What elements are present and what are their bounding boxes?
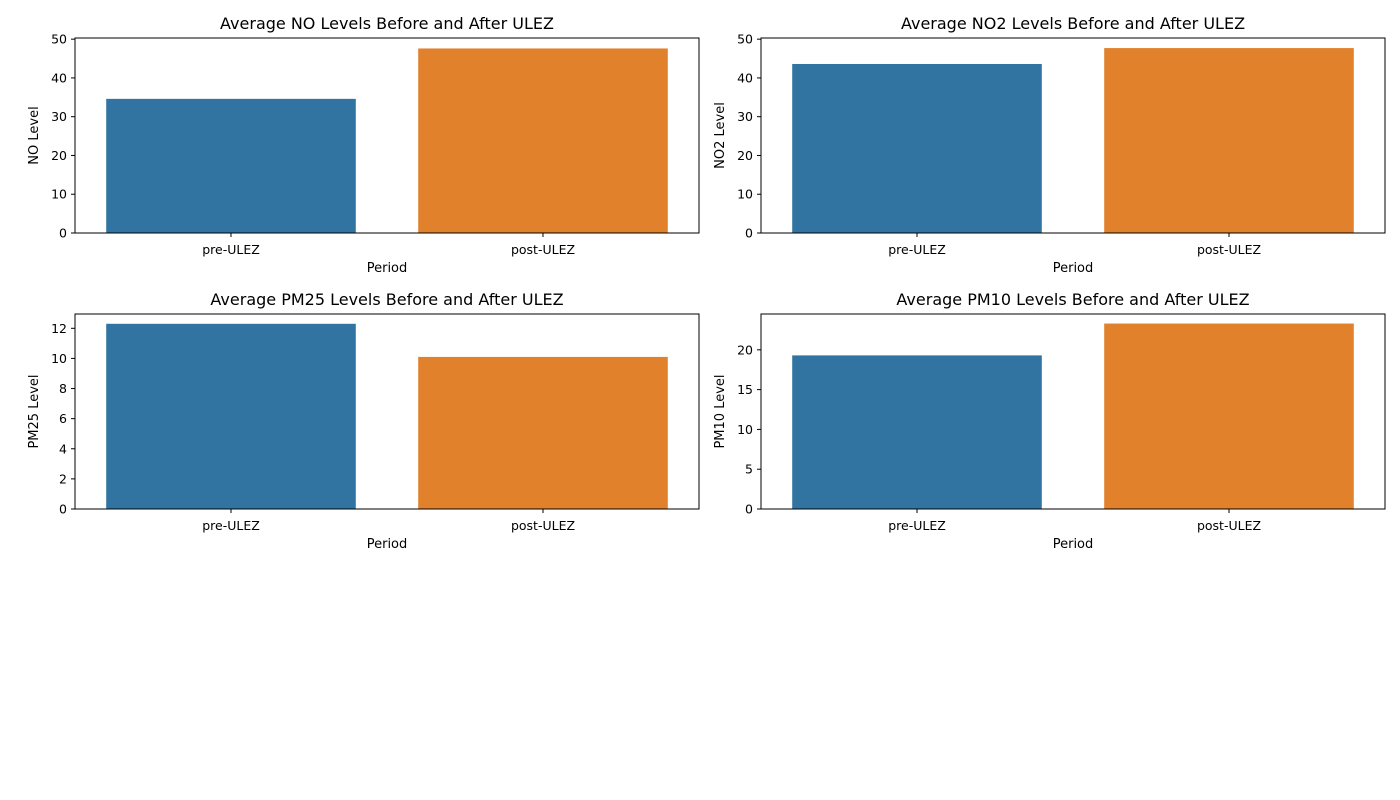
x-axis-label: Period	[367, 261, 408, 276]
y-axis-label: NO2 Level	[713, 102, 728, 169]
subplot-4: Average PM10 Levels Before and After ULE…	[713, 290, 1386, 552]
y-tick-label: 0	[59, 502, 67, 517]
x-tick-label: post-ULEZ	[1197, 518, 1261, 533]
y-tick-label: 2	[59, 471, 67, 486]
y-axis-label: PM10 Level	[713, 374, 728, 448]
y-tick-label: 30	[51, 109, 67, 124]
y-tick-label: 15	[737, 382, 753, 397]
axes-frame	[760, 37, 1386, 234]
bar-pre-ulez	[106, 98, 356, 233]
y-tick-label: 10	[737, 187, 753, 202]
bar-pre-ulez	[792, 63, 1042, 233]
axes-frame	[74, 313, 700, 510]
x-tick-label: pre-ULEZ	[888, 518, 946, 533]
y-tick-label: 8	[59, 381, 67, 396]
x-tick-label: pre-ULEZ	[202, 518, 260, 533]
y-tick-label: 12	[51, 321, 67, 336]
x-axis-label: Period	[367, 537, 408, 552]
y-tick-label: 0	[745, 226, 753, 241]
subplot-2: Average NO2 Levels Before and After ULEZ…	[713, 14, 1386, 276]
y-axis-label: PM25 Level	[27, 374, 42, 448]
y-tick-label: 40	[51, 70, 67, 85]
bar-post-ulez	[418, 356, 668, 509]
y-tick-label: 10	[737, 422, 753, 437]
axes-frame	[74, 37, 700, 234]
x-tick-label: pre-ULEZ	[202, 242, 260, 257]
y-tick-label: 20	[737, 342, 753, 357]
bar-pre-ulez	[106, 323, 356, 509]
bar-post-ulez	[1104, 48, 1354, 233]
x-tick-label: post-ULEZ	[511, 242, 575, 257]
y-tick-label: 4	[59, 441, 67, 456]
bar-post-ulez	[1104, 323, 1354, 509]
subplot-1: Average NO Levels Before and After ULEZ 0…	[27, 14, 700, 276]
y-tick-label: 50	[737, 32, 753, 47]
x-tick-label: pre-ULEZ	[888, 242, 946, 257]
bar-pre-ulez	[792, 355, 1042, 509]
subplot-3: Average PM25 Levels Before and After ULE…	[27, 290, 700, 552]
y-tick-label: 5	[745, 462, 753, 477]
y-tick-label: 6	[59, 411, 67, 426]
x-axis-label: Period	[1053, 261, 1094, 276]
axes-frame	[760, 313, 1386, 510]
chart-title: Average PM25 Levels Before and After ULE…	[210, 290, 563, 309]
y-tick-label: 0	[745, 502, 753, 517]
y-axis-label: NO Level	[27, 106, 42, 164]
y-tick-label: 10	[51, 187, 67, 202]
y-tick-label: 50	[51, 32, 67, 47]
bar-post-ulez	[418, 48, 668, 233]
y-tick-label: 20	[737, 148, 753, 163]
y-tick-label: 20	[51, 148, 67, 163]
y-tick-label: 10	[51, 351, 67, 366]
chart-title: Average PM10 Levels Before and After ULE…	[896, 290, 1249, 309]
y-tick-label: 30	[737, 109, 753, 124]
chart-title: Average NO2 Levels Before and After ULEZ	[901, 14, 1245, 33]
y-tick-label: 40	[737, 70, 753, 85]
y-tick-label: 0	[59, 226, 67, 241]
x-tick-label: post-ULEZ	[1197, 242, 1261, 257]
x-axis-label: Period	[1053, 537, 1094, 552]
x-tick-label: post-ULEZ	[511, 518, 575, 533]
chart-title: Average NO Levels Before and After ULEZ	[220, 14, 554, 33]
